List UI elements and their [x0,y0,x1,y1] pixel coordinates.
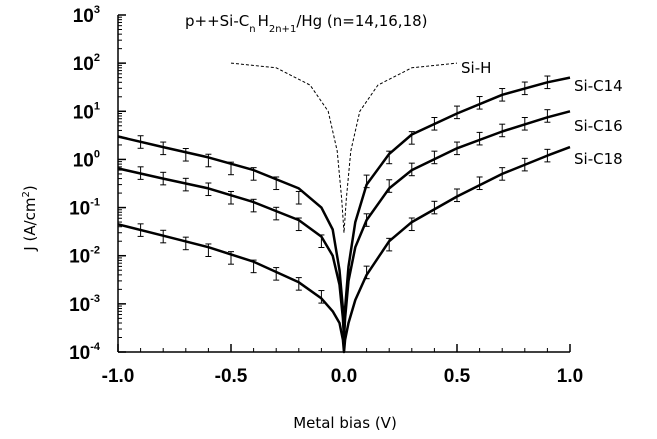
x-axis-title: Metal bias (V) [293,414,397,432]
y-tick-label: 102 [73,52,100,75]
curve-si-c18 [117,145,571,354]
error-bar-si-c14 [521,81,528,96]
ylabel-main: J (A/cm [21,198,39,252]
data-points [137,75,551,304]
y-tick-label: 101 [73,100,100,123]
chart-title: p++Si-Cn H2n+1/Hg (n=14,16,18) [185,12,428,35]
y-tick-labels: 10-4 10-3 10-2 10-1 100 101 102 103 [69,4,101,364]
error-bar-si-c16 [454,141,460,156]
error-bar-si-c16 [137,166,144,180]
error-bar-si-c16 [386,179,393,193]
y-tick-label: 100 [73,148,100,171]
label-si-h: Si-H [461,59,491,77]
error-bar-si-c18 [431,200,438,215]
error-bar-si-c16 [182,177,189,192]
error-bar-si-c16 [250,198,257,213]
error-bar-si-c16 [228,190,234,205]
error-bar-si-c16 [363,213,370,227]
title-sub-n: n [249,24,255,35]
error-bar-si-c16 [408,162,415,177]
data-curves [117,62,571,354]
error-bar-si-c18 [363,265,370,280]
error-bar-si-c14 [454,105,460,120]
curve-si-c14 [117,76,571,339]
ylabel-close: ) [21,185,39,191]
error-bar-si-c18 [454,188,460,203]
error-bar-si-c16 [521,117,528,131]
error-bar-si-c18 [228,251,234,265]
label-si-c14: Si-C14 [574,77,623,95]
error-bar-si-c14 [160,141,167,156]
title-part-h: H [258,12,269,30]
error-bar-si-c18 [137,223,144,237]
title-part-main: p++Si-C [185,12,249,30]
error-bar-si-c18 [386,237,393,252]
label-si-c18: Si-C18 [574,150,623,168]
ylabel-sup: 2 [21,191,32,197]
error-bar-si-c14 [544,75,551,90]
error-bar-si-c16 [318,234,325,248]
error-bar-si-c16 [205,182,212,197]
curve-si-h [230,62,458,234]
error-bar-si-c18 [205,243,212,258]
error-bar-si-c16 [499,123,506,138]
error-bar-si-c14 [386,150,393,165]
error-bar-si-c18 [318,290,325,304]
error-bar-si-c16 [544,109,551,123]
error-bar-si-c14 [182,147,189,162]
title-sub-2n: 2n+1 [269,24,296,35]
curve-si-c16 [117,110,571,339]
x-tick-label: 0.0 [331,366,357,387]
error-bar-si-c14 [250,167,257,181]
error-bar-si-c14 [205,153,212,168]
error-bar-si-c18 [273,267,280,281]
x-tick-label: -0.5 [215,366,248,387]
error-bar-si-c14 [408,131,415,145]
error-bar-si-c18 [250,259,257,274]
y-tick-label: 10-1 [69,197,100,220]
error-bar-si-c14 [431,117,438,131]
error-bar-si-c16 [160,171,167,186]
error-bar-si-c16 [273,206,280,221]
y-tick-label: 10-3 [69,293,100,316]
x-tick-label: -1.0 [102,366,135,387]
y-tick-label: 103 [73,4,100,27]
error-bar-si-c14 [228,161,234,176]
error-bar-si-c18 [295,277,302,291]
error-bar-si-c16 [295,217,302,232]
x-tick-labels: -1.0 -0.5 0.0 0.5 1.0 [102,366,584,387]
error-bar-si-c18 [476,176,483,191]
error-bar-si-c14 [137,135,144,149]
error-bar-si-c18 [160,229,167,244]
error-bar-si-c14 [363,174,370,189]
error-bar-si-c16 [476,131,483,146]
error-bar-si-c18 [499,167,506,181]
error-bar-si-c14 [295,190,302,205]
error-bar-si-c18 [521,157,528,172]
error-bar-si-c16 [431,150,438,165]
error-bar-si-c18 [408,217,415,232]
label-si-c16: Si-C16 [574,117,623,135]
error-bar-si-c18 [182,236,189,251]
error-bar-si-c14 [273,176,280,191]
error-bar-si-c14 [499,88,506,102]
error-bar-si-c18 [544,148,551,163]
error-bar-si-c14 [476,96,483,110]
y-tick-label: 10-2 [69,245,100,268]
y-axis-title: J (A/cm2) [21,185,39,251]
y-tick-label: 10-4 [69,341,101,364]
title-part-tail: /Hg (n=14,16,18) [296,12,427,30]
x-tick-label: 1.0 [557,366,583,387]
x-tick-label: 0.5 [444,366,471,387]
